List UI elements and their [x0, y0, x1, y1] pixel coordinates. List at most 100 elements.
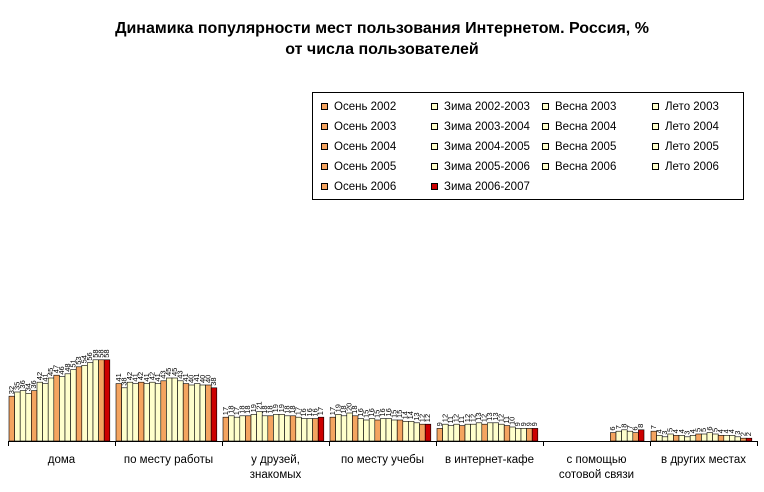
bar: [661, 436, 669, 442]
bar: [233, 416, 241, 442]
bar: [684, 436, 691, 442]
bar: [689, 435, 697, 442]
bar: [177, 380, 184, 442]
bar: [740, 437, 747, 442]
data-label: 46: [57, 366, 66, 374]
bar: [205, 384, 212, 442]
data-label: 41: [192, 373, 201, 381]
data-label: 12: [423, 414, 432, 422]
data-label: 4: [671, 429, 680, 433]
bar: [340, 415, 348, 442]
data-label: 16: [310, 408, 319, 416]
data-label: 6: [608, 426, 617, 430]
legend-swatch: [652, 143, 659, 150]
category-label: у друзей, знакомых: [249, 454, 302, 481]
data-label: 19: [333, 404, 342, 412]
data-label: 9: [530, 422, 539, 426]
chart-title: Динамика популярности мест пользования И…: [0, 18, 764, 60]
data-label: 13: [412, 412, 421, 420]
bar: [317, 416, 325, 442]
bar: [667, 433, 674, 442]
legend-swatch: [321, 103, 328, 110]
category-label: по месту работы: [123, 454, 214, 466]
data-label: 47: [52, 365, 61, 373]
data-label: 40: [203, 375, 212, 383]
data-label: 7: [649, 425, 658, 429]
data-label: 51: [68, 359, 77, 367]
data-label: 4: [677, 429, 686, 433]
legend-swatch: [652, 163, 659, 170]
bar: [453, 423, 460, 442]
data-label: 42: [147, 372, 156, 380]
bar: [239, 415, 246, 442]
data-label: 15: [373, 410, 382, 418]
bar: [678, 435, 685, 442]
bar: [222, 416, 229, 442]
data-label: 19: [249, 404, 258, 412]
data-label: 11: [502, 416, 511, 424]
bar: [346, 412, 353, 442]
bar: [520, 428, 527, 442]
bar: [19, 390, 27, 442]
bar: [335, 414, 342, 442]
bar: [621, 429, 628, 442]
data-label: 54: [80, 355, 89, 363]
legend-label: Лето 2004: [665, 121, 719, 133]
legend-swatch: [542, 143, 549, 150]
bar: [188, 384, 195, 442]
data-label: 6: [631, 426, 640, 430]
data-label: 12: [452, 414, 461, 422]
data-label: 41: [40, 373, 49, 381]
category-label: дома: [47, 454, 76, 466]
data-label: 41: [181, 373, 190, 381]
bar: [194, 383, 201, 442]
data-label: 3: [660, 431, 669, 435]
bar: [199, 384, 206, 442]
data-label: 16: [378, 408, 387, 416]
bar: [312, 418, 319, 442]
data-label: 4: [716, 429, 725, 433]
data-label: 8: [619, 424, 628, 428]
data-label: 12: [463, 414, 472, 422]
bar: [357, 418, 364, 442]
legend-swatch: [321, 123, 328, 130]
data-label: 18: [339, 405, 348, 413]
bar: [352, 415, 359, 442]
bar: [363, 419, 370, 442]
data-label: 5: [710, 428, 719, 432]
data-label: 38: [209, 377, 218, 385]
bar: [408, 421, 415, 442]
data-label: 41: [131, 373, 140, 381]
data-label: 16: [384, 408, 393, 416]
data-label: 42: [136, 372, 145, 380]
bar: [745, 437, 753, 442]
data-label: 45: [164, 368, 173, 376]
bar: [442, 423, 449, 442]
bar: [487, 422, 494, 442]
data-label: 18: [238, 405, 247, 413]
bar: [154, 383, 162, 442]
data-label: 17: [221, 407, 230, 415]
category-label: с помощью сотовой связи: [558, 454, 635, 481]
data-label: 14: [406, 411, 415, 419]
bar: [138, 381, 145, 442]
data-label: 45: [46, 368, 55, 376]
bar: [126, 381, 134, 442]
bar: [396, 419, 404, 442]
data-label: 5: [699, 428, 708, 432]
data-label: 6: [705, 426, 714, 430]
legend-label: Осень 2002: [334, 101, 397, 113]
bar: [171, 377, 178, 442]
data-label: 9: [513, 422, 522, 426]
bar: [103, 359, 111, 442]
data-label: 13: [491, 412, 500, 420]
bar: [695, 433, 702, 442]
bar: [31, 390, 38, 442]
legend-label: Зима 2006-2007: [444, 181, 530, 193]
legend-label: Осень 2006: [334, 181, 397, 193]
data-label: 16: [367, 408, 376, 416]
bar: [531, 428, 539, 442]
bar: [380, 418, 387, 442]
bar: [250, 414, 257, 442]
bar: [610, 432, 617, 442]
